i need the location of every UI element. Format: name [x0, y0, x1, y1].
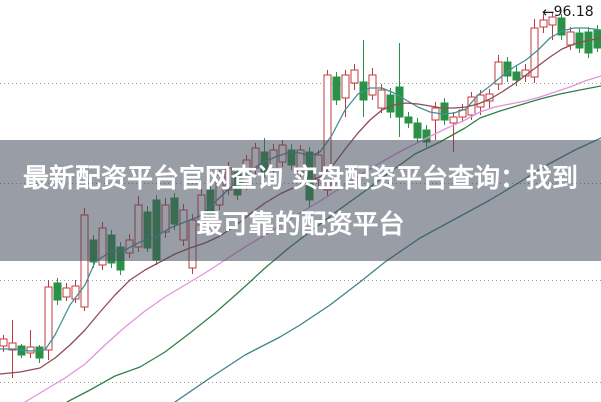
- arrow-left-icon: ←: [542, 3, 555, 21]
- title-overlay-band: 最新配资平台官网查询 实盘配资平台查询：找到 最可靠的配资平台: [0, 140, 601, 261]
- price-annotation: ← 96.18: [542, 3, 594, 21]
- price-annotation-value: 96.18: [553, 4, 594, 20]
- overlay-title-line1: 最新配资平台官网查询 实盘配资平台查询：找到: [22, 164, 579, 194]
- overlay-title-line2: 最可靠的配资平台: [196, 210, 405, 240]
